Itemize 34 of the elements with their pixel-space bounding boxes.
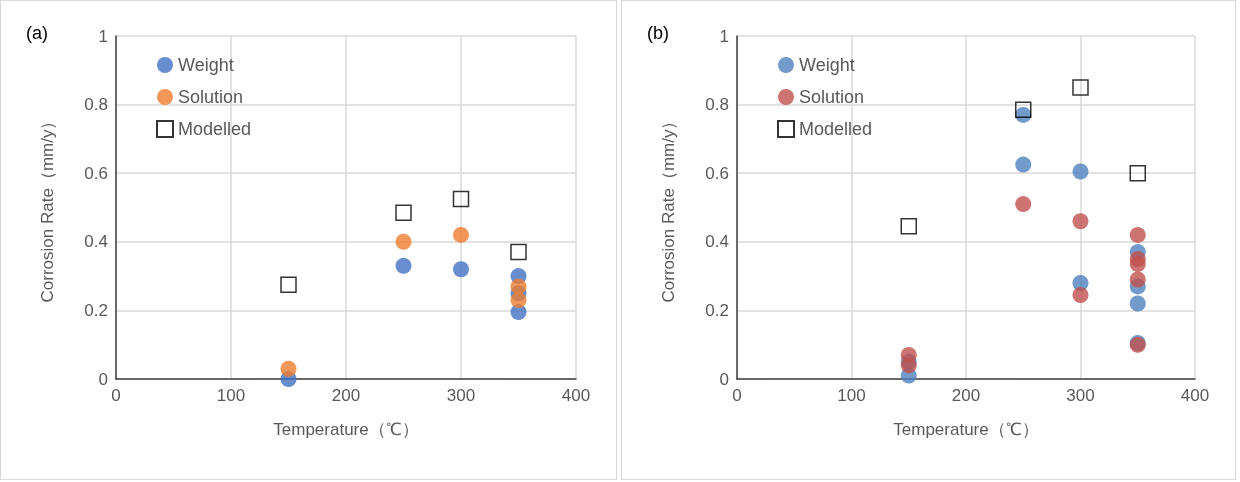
y-tick-label: 0.6 [84,163,108,183]
y-axis-title: Corrosion Rate（mm/y） [38,112,57,303]
x-tick-label: 100 [216,386,246,405]
x-axis-title: Temperature（℃） [273,420,419,439]
chart-title: (a) [26,23,48,43]
y-tick-label: 0 [719,369,729,389]
x-tick-label: 400 [561,386,591,405]
x-tick-label: 400 [1180,386,1210,405]
legend-label: Weight [799,55,855,75]
y-tick-label: 0.8 [705,95,729,115]
legend-label: Solution [799,87,865,107]
y-tick-label: 0.6 [705,163,729,183]
y-axis-title: Corrosion Rate（mm/y） [659,112,678,303]
y-tick-label: 0.2 [84,300,108,320]
legend-label: Solution [178,87,244,107]
chart-title: (b) [647,23,669,43]
x-tick-label: 100 [837,386,866,405]
x-tick-label: 300 [1066,386,1095,405]
legend-label: Weight [178,55,234,75]
y-tick-label: 0.4 [84,232,108,252]
x-tick-label: 200 [331,386,361,405]
legend-label: Modelled [799,119,873,139]
y-tick-label: 0.8 [84,95,108,115]
y-tick-label: 1 [98,26,108,46]
x-tick-label: 200 [951,386,981,405]
x-tick-label: 0 [732,386,742,405]
legend-label: Modelled [178,119,252,139]
y-tick-label: 0 [98,369,108,389]
x-axis-title: Temperature（℃） [893,420,1039,439]
y-tick-label: 0.4 [705,232,729,252]
y-tick-label: 1 [719,26,729,46]
x-tick-label: 0 [111,386,121,405]
y-tick-label: 0.2 [705,300,729,320]
x-tick-label: 300 [446,386,476,405]
